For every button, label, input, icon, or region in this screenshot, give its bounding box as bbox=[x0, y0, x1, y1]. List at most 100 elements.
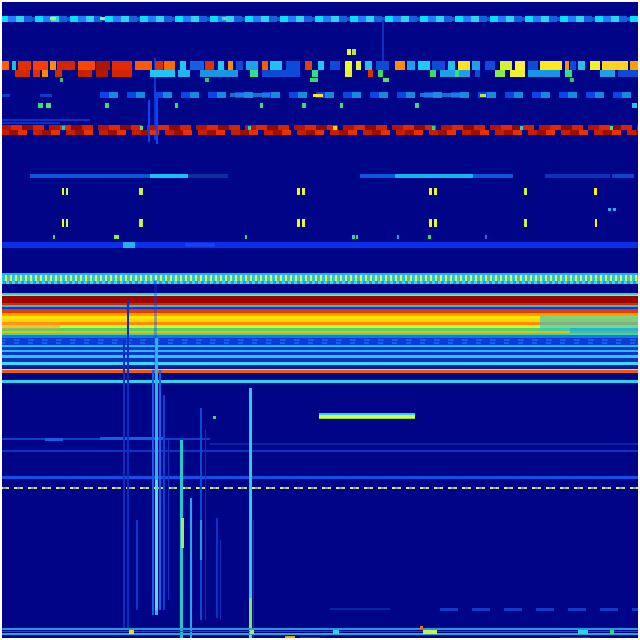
heatmap-feature bbox=[356, 235, 358, 239]
heatmap-feature bbox=[610, 630, 614, 634]
heatmap-feature bbox=[40, 94, 52, 97]
heatmap-feature bbox=[178, 70, 190, 77]
heatmap-feature bbox=[60, 78, 63, 82]
heatmap-feature bbox=[46, 103, 51, 108]
heatmap-feature bbox=[159, 370, 161, 610]
heatmap-feature bbox=[33, 70, 40, 77]
heatmap-feature bbox=[420, 93, 465, 97]
heatmap-feature bbox=[560, 637, 590, 639]
heatmap-feature bbox=[319, 413, 415, 415]
heatmap-feature bbox=[0, 303, 640, 305]
heatmap-feature bbox=[0, 330, 640, 333]
heatmap-feature bbox=[630, 61, 640, 70]
heatmap-feature bbox=[112, 70, 132, 77]
heatmap-feature bbox=[140, 126, 143, 130]
heatmap-feature bbox=[175, 103, 178, 108]
heatmap-feature bbox=[395, 61, 405, 70]
heatmap-feature bbox=[368, 70, 373, 77]
heatmap-feature bbox=[458, 61, 470, 70]
heatmap-feature bbox=[473, 174, 513, 178]
heatmap-feature bbox=[0, 342, 640, 344]
heatmap-feature bbox=[420, 626, 423, 629]
heatmap-feature bbox=[50, 17, 56, 20]
heatmap-feature bbox=[515, 61, 525, 70]
heatmap-feature bbox=[0, 476, 640, 479]
heatmap-feature bbox=[440, 608, 640, 611]
heatmap-feature bbox=[0, 295, 640, 296]
heatmap-feature bbox=[578, 61, 585, 70]
heatmap-feature bbox=[18, 61, 31, 70]
heatmap-feature bbox=[230, 93, 270, 97]
heatmap-feature bbox=[352, 49, 356, 55]
heatmap-feature bbox=[0, 308, 640, 313]
heatmap-feature bbox=[0, 293, 640, 295]
heatmap-feature bbox=[156, 98, 158, 144]
heatmap-feature bbox=[12, 61, 16, 70]
heatmap-feature bbox=[0, 364, 640, 369]
heatmap-feature bbox=[38, 103, 43, 108]
heatmap-feature bbox=[253, 520, 254, 640]
heatmap-feature bbox=[578, 630, 588, 634]
heatmap-feature bbox=[347, 49, 351, 55]
heatmap-feature bbox=[96, 61, 110, 70]
heatmap-feature bbox=[520, 126, 523, 130]
heatmap-feature bbox=[570, 61, 576, 70]
heatmap-feature bbox=[250, 70, 258, 77]
heatmap-feature bbox=[42, 70, 48, 77]
heatmap-feature bbox=[345, 61, 352, 70]
heatmap-feature bbox=[200, 70, 238, 77]
heatmap-feature bbox=[0, 322, 60, 329]
heatmap-feature bbox=[205, 78, 209, 82]
heatmap-feature bbox=[415, 103, 419, 108]
heatmap-feature bbox=[220, 540, 221, 620]
heatmap-feature bbox=[407, 61, 415, 70]
heatmap-feature bbox=[590, 61, 600, 70]
heatmap-feature bbox=[33, 61, 48, 70]
heatmap-feature bbox=[0, 628, 640, 630]
heatmap-feature bbox=[168, 440, 169, 600]
heatmap-feature bbox=[123, 340, 125, 630]
heatmap-feature bbox=[365, 61, 372, 70]
heatmap-feature bbox=[0, 333, 640, 335]
heatmap-feature bbox=[540, 316, 640, 331]
heatmap-feature bbox=[210, 443, 640, 445]
heatmap-feature bbox=[360, 174, 400, 178]
heatmap-feature bbox=[608, 208, 611, 211]
heatmap-feature bbox=[0, 125, 640, 130]
heatmap-feature bbox=[139, 188, 143, 195]
heatmap-feature bbox=[495, 70, 505, 77]
heatmap-feature bbox=[524, 219, 527, 227]
heatmap-feature bbox=[190, 61, 204, 70]
heatmap-feature bbox=[100, 437, 165, 440]
heatmap-feature bbox=[524, 188, 527, 195]
heatmap-feature bbox=[270, 61, 282, 70]
heatmap-feature bbox=[0, 339, 640, 341]
heatmap-feature bbox=[565, 70, 572, 77]
heatmap-feature bbox=[200, 520, 202, 560]
heatmap-feature bbox=[594, 188, 597, 195]
heatmap-feature bbox=[302, 188, 305, 195]
heatmap-feature bbox=[0, 352, 640, 355]
heatmap-feature bbox=[429, 188, 432, 195]
heatmap-feature bbox=[318, 61, 324, 70]
heatmap-feature bbox=[96, 70, 108, 77]
heatmap-feature bbox=[105, 103, 109, 108]
heatmap-feature bbox=[62, 219, 64, 227]
heatmap-feature bbox=[262, 61, 268, 70]
heatmap-feature bbox=[190, 498, 192, 640]
heatmap-feature bbox=[55, 70, 62, 77]
heatmap-feature bbox=[150, 174, 188, 178]
heatmap-feature bbox=[472, 61, 480, 70]
heatmap-feature bbox=[313, 94, 323, 97]
heatmap-feature bbox=[0, 242, 640, 248]
heatmap-feature bbox=[570, 328, 640, 333]
heatmap-feature bbox=[154, 280, 157, 380]
heatmap-feature bbox=[163, 395, 165, 610]
heatmap-feature bbox=[129, 630, 134, 634]
heatmap-feature bbox=[297, 219, 300, 227]
heatmap-feature bbox=[78, 70, 92, 77]
heatmap-feature bbox=[395, 174, 473, 178]
heatmap-feature bbox=[218, 61, 224, 70]
heatmap-feature bbox=[333, 126, 337, 130]
